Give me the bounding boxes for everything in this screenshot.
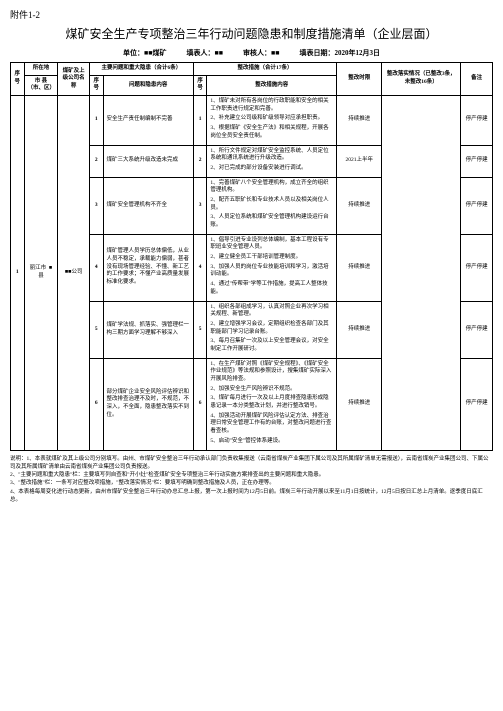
fix-item: 2、补充建立公司级和矿级领导对应承担职责。 bbox=[210, 115, 333, 123]
note-2: 2、"主要问题和重大隐患"栏：主要填写列自查和"开小灶"检查煤矿安全专项整治三年… bbox=[10, 472, 324, 478]
date-field: 填表日期：2020年12月3日 bbox=[299, 48, 380, 58]
fix-item: 2、加强安全生产风险辨识不规范。 bbox=[210, 386, 333, 394]
fix-item: 2、建立增强学习会议，定期组织检查各部门及其职能部门学习记录台账。 bbox=[210, 321, 333, 336]
fix-item: 1、完善煤矿八个安全管理机构，成立齐全的组织管理机构。 bbox=[210, 180, 333, 195]
issue-content-cell: 安全生产责任制编制不完善 bbox=[103, 96, 193, 145]
deadline-cell: 持续推进 bbox=[337, 301, 382, 358]
fix-item: 2、配齐五职矿长和专业技术人员以及相关岗位人员。 bbox=[210, 197, 333, 212]
issue-seq-cell: 3 bbox=[89, 177, 103, 234]
company-cell: ■■公司 bbox=[58, 96, 90, 450]
th-fix-content: 整改措施内容 bbox=[207, 75, 337, 95]
deadline-cell: 持续推进 bbox=[337, 234, 382, 301]
deadline-cell: 2021上半年 bbox=[337, 145, 382, 177]
th-fixes: 整改措施（合计17条） bbox=[193, 63, 336, 76]
attachment-label: 附件1-2 bbox=[10, 8, 493, 21]
fix-content-cell: 1、在生产煤矿对照《煤矿安全规程》、《煤矿安全作业规范》等法规和参照设计，搜集煤… bbox=[207, 358, 337, 450]
note-3: 3、"整改措施"栏：一条写对应整改项措施，"整改落实情况"栏：要填写明确到整改措… bbox=[10, 480, 275, 486]
remark-cell: 停产停建 bbox=[461, 234, 493, 301]
deadline-cell: 持续推进 bbox=[337, 177, 382, 234]
fix-item: 4、通过"传帮带"学等工作措施，提高工人整体技能。 bbox=[210, 281, 333, 296]
notes-section: 说明：1、本表就煤矿及其上级公司分别填写。由州、市煤矿安全整治三年行动承认部门负… bbox=[10, 455, 493, 505]
fix-seq-cell: 2 bbox=[193, 145, 207, 177]
fix-seq-cell: 6 bbox=[193, 358, 207, 450]
th-implementation: 整改落实情况（已整改3条，未整改16条） bbox=[382, 63, 461, 96]
location-cell: 丽江市 ■县 bbox=[24, 96, 58, 450]
issue-content-cell: 部分煤矿企业安全风险评估辨识和整改排查治理不及时，不规范，不深入，不全面，隐患整… bbox=[103, 358, 193, 450]
issue-seq-cell: 4 bbox=[89, 234, 103, 301]
fix-item: 1、在生产煤矿对照《煤矿安全规程》、《煤矿安全作业规范》等法规和参照设计，搜集煤… bbox=[210, 361, 333, 384]
main-table: 序号 所在地 煤矿及上级公司名称 主要问题和重大隐患（合计6条） 整改措施（合计… bbox=[10, 62, 493, 451]
th-fix-seq: 序号 bbox=[193, 75, 207, 95]
remark-cell: 停产停建 bbox=[461, 145, 493, 177]
fix-item: 4、加强活动开展煤矿风险评估认定方法、排查治理日常安全管理工作有的台账，对整改问… bbox=[210, 413, 333, 436]
fix-item: 1、所行文件规定对煤矿安全监控系统、人员定位系统和通讯系统进行升级改造。 bbox=[210, 148, 333, 163]
fix-item: 2、建立健全员工干部培训管理制度。 bbox=[210, 254, 333, 262]
remark-cell: 停产停建 bbox=[461, 358, 493, 450]
fix-item: 5、启动"安全"管控体系建设。 bbox=[210, 438, 333, 446]
th-location: 所在地 bbox=[24, 63, 58, 76]
issue-content-cell: 煤矿安全管理机构不齐全 bbox=[103, 177, 193, 234]
fix-seq-cell: 5 bbox=[193, 301, 207, 358]
deadline-cell: 持续推进 bbox=[337, 358, 382, 450]
fix-content-cell: 1、所行文件规定对煤矿安全监控系统、人员定位系统和通讯系统进行升级改造。 2、对已… bbox=[207, 145, 337, 177]
page-title: 煤矿安全生产专项整治三年行动问题隐患和制度措施清单（企业层面） bbox=[10, 25, 493, 42]
deadline-cell: 持续推进 bbox=[337, 96, 382, 145]
meta-line: 单位：■■煤矿 填表人：■■ 审核人：■■ 填表日期：2020年12月3日 bbox=[10, 48, 493, 58]
th-issue-content: 问题和隐患内容 bbox=[103, 75, 193, 95]
issue-content-cell: 煤矿三大系统升级改造未完成 bbox=[103, 145, 193, 177]
remark-cell: 停产停建 bbox=[461, 96, 493, 145]
issue-content-cell: 煤矿管理人员学历总体偏低，从业人员不稳定，承载能力偏弱，甚者没有现场管理经验、不… bbox=[103, 234, 193, 301]
fix-seq-cell: 3 bbox=[193, 177, 207, 234]
implementation-cell bbox=[382, 96, 461, 450]
fix-item: 3、加强人员的岗位专业技能培训和学习，激活培训动能。 bbox=[210, 264, 333, 279]
fix-seq-cell: 4 bbox=[193, 234, 207, 301]
fix-item: 1、倡导引进专业设列总体编制，基本工程设有专职班业安全管理人员。 bbox=[210, 237, 333, 252]
fix-content-cell: 1、完善煤矿八个安全管理机构，成立齐全的组织管理机构。 2、配齐五职矿长和专业技术… bbox=[207, 177, 337, 234]
note-4: 4、本表格每周变化进行动态更新，由州市煤矿安全整治三年行动办总汇总上报，第一次上… bbox=[10, 489, 483, 503]
reviewer-field: 审核人：■■ bbox=[243, 48, 279, 58]
notes-label: 说明： bbox=[10, 456, 27, 462]
fix-content-cell: 1、煤矿未对所有各岗位的行政职能和安全的相关工作职责进行规定和完善。 2、补充建立… bbox=[207, 96, 337, 145]
th-company: 煤矿及上级公司名称 bbox=[58, 63, 90, 96]
fix-item: 3、人员定位系统和煤矿安全管理机构建设运行台账。 bbox=[210, 214, 333, 229]
fix-content-cell: 1、组织各部组成学习，认真对照企业再次学习相关规程、新管理。 2、建立增强学习会议… bbox=[207, 301, 337, 358]
th-issues: 主要问题和重大隐患（合计6条） bbox=[89, 63, 193, 76]
th-deadline: 整改时限 bbox=[337, 63, 382, 96]
th-issue-seq: 序号 bbox=[89, 75, 103, 95]
issue-seq-cell: 6 bbox=[89, 358, 103, 450]
issue-seq-cell: 2 bbox=[89, 145, 103, 177]
fix-seq-cell: 1 bbox=[193, 96, 207, 145]
remark-cell: 停产停建 bbox=[461, 301, 493, 358]
fix-item: 3、根据煤矿《安全生产法》和相关规程，开展各岗位全员安全责任制。 bbox=[210, 125, 333, 140]
fix-item: 1、煤矿未对所有各岗位的行政职能和安全的相关工作职责进行规定和完善。 bbox=[210, 98, 333, 113]
table-row: 1丽江市 ■县■■公司1安全生产责任制编制不完善11、煤矿未对所有各岗位的行政职… bbox=[11, 96, 493, 145]
fix-content-cell: 1、倡导引进专业设列总体编制，基本工程设有专职班业安全管理人员。 2、建立健全员工… bbox=[207, 234, 337, 301]
issue-seq-cell: 1 bbox=[89, 96, 103, 145]
note-1: 1、本表就煤矿及其上级公司分别填写。由州、市煤矿安全整治三年行动承认部门负责收集… bbox=[10, 456, 489, 470]
main-seq-cell: 1 bbox=[11, 96, 25, 450]
th-location-sub: 市 县（市、区） bbox=[24, 75, 58, 95]
filler-field: 填表人：■■ bbox=[187, 48, 223, 58]
fix-item: 2、对已完成的部分设备安装进行调试。 bbox=[210, 165, 333, 173]
fix-item: 3、煤矿每月进行一次及以上月度排查隐患形成隐患记录一本分类整改计划，并进行整改销… bbox=[210, 395, 333, 410]
th-seq: 序号 bbox=[11, 63, 25, 96]
remark-cell: 停产停建 bbox=[461, 177, 493, 234]
fix-item: 1、组织各部组成学习，认真对照企业再次学习相关规程、新管理。 bbox=[210, 304, 333, 319]
unit-field: 单位：■■煤矿 bbox=[123, 48, 166, 58]
fix-item: 3、每月召集矿一次及以上安全管理会议，对安全制定工作开展研讨。 bbox=[210, 338, 333, 353]
issue-content-cell: 煤矿学法规、抓落实、强管理栏一构三期方面学习理解不够深入 bbox=[103, 301, 193, 358]
th-remark: 备注 bbox=[461, 63, 493, 96]
issue-seq-cell: 5 bbox=[89, 301, 103, 358]
